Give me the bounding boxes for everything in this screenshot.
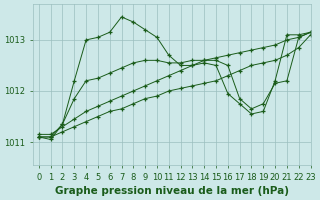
X-axis label: Graphe pression niveau de la mer (hPa): Graphe pression niveau de la mer (hPa) <box>55 186 289 196</box>
